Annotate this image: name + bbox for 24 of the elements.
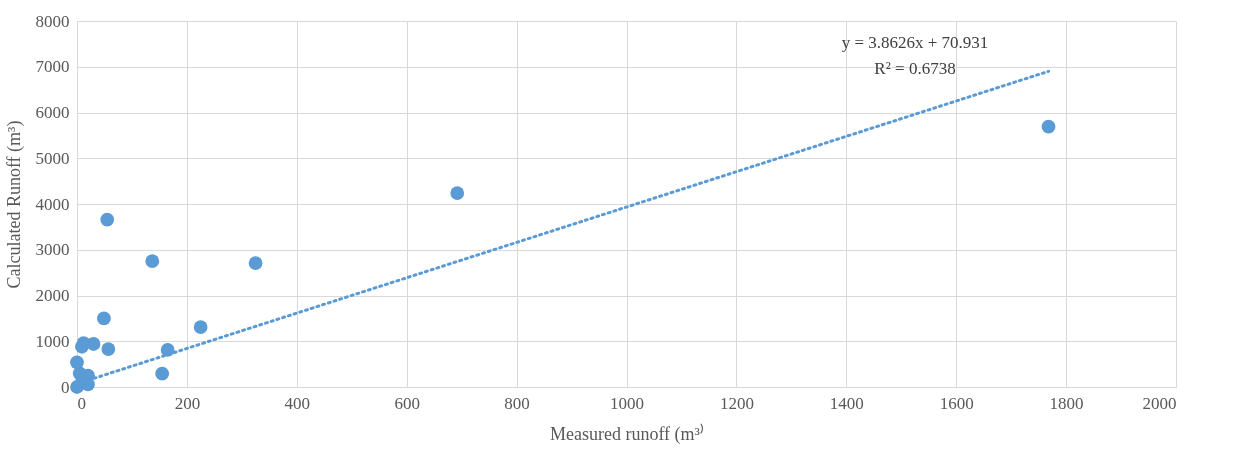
- y-tick-label: 3000: [35, 240, 70, 260]
- x-tick-label: 0: [77, 393, 86, 413]
- annotation: y = 3.8626x + 70.931: [841, 33, 989, 52]
- x-tick-label: 400: [284, 393, 311, 413]
- x-tick-label: 2000: [1142, 393, 1177, 413]
- y-tick-label: 2000: [35, 286, 70, 305]
- annotation: R² = 0.6738: [874, 59, 956, 78]
- y-tick-label: 4000: [35, 194, 70, 214]
- y-tick-label: 6000: [35, 103, 70, 122]
- x-tick-label: 1000: [610, 393, 644, 413]
- y-tick-label: 7000: [35, 57, 70, 77]
- y-axis-title: Calculated Runoff (m³): [3, 120, 25, 289]
- y-tick-label: 0: [61, 377, 70, 397]
- y-tick-label: 1000: [35, 331, 70, 351]
- x-tick-label: 600: [394, 393, 420, 413]
- x-tick-label: 1200: [719, 393, 754, 413]
- y-tick-label: 5000: [35, 148, 70, 168]
- x-tick-label: 1400: [829, 393, 864, 413]
- x-tick-label: 200: [174, 393, 201, 413]
- x-tick-label: 1800: [1049, 393, 1084, 413]
- x-tick-label: 800: [504, 393, 530, 413]
- y-tick-label: 8000: [35, 11, 70, 31]
- x-tick-label: 1600: [939, 393, 974, 413]
- x-axis-title: Measured runoff (m³⁾: [549, 422, 705, 445]
